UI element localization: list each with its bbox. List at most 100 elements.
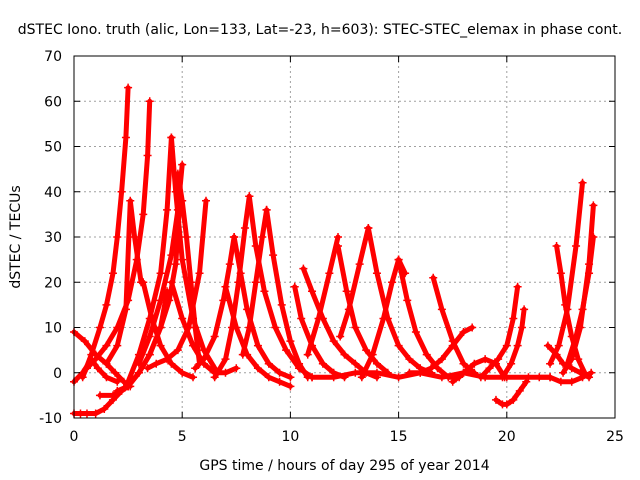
plus-marker: [245, 323, 254, 332]
plus-marker: [318, 359, 327, 368]
plus-marker: [379, 314, 388, 323]
plus-marker: [286, 373, 295, 382]
plus-marker: [91, 409, 100, 418]
plus-marker: [91, 355, 100, 364]
plus-marker: [394, 255, 403, 264]
plus-marker: [351, 359, 360, 368]
plus-marker: [329, 373, 338, 382]
series-arc-u: [262, 205, 312, 382]
plus-marker: [559, 368, 568, 377]
plus-marker: [134, 359, 143, 368]
plus-marker: [308, 287, 317, 296]
plus-marker: [130, 233, 139, 241]
plus-marker: [178, 160, 187, 169]
plus-marker: [297, 314, 306, 323]
plus-marker: [520, 305, 529, 314]
plus-marker: [102, 359, 111, 368]
y-tick-label: 40: [44, 185, 62, 201]
plus-marker: [563, 305, 572, 314]
plus-marker: [585, 373, 594, 382]
plus-marker: [308, 373, 317, 382]
plus-marker: [388, 278, 397, 287]
plus-marker: [556, 377, 565, 386]
plus-marker: [134, 368, 143, 377]
plus-marker: [171, 260, 180, 269]
plus-marker: [494, 355, 503, 364]
plus-marker: [509, 314, 518, 323]
plus-marker: [163, 205, 172, 214]
plus-marker: [515, 386, 524, 395]
y-tick-label: -10: [39, 411, 62, 427]
plus-marker: [139, 278, 148, 287]
plus-marker: [78, 373, 87, 382]
series-arc-an: [546, 178, 587, 368]
plus-marker: [303, 350, 312, 359]
plus-marker: [552, 242, 561, 251]
plus-marker: [336, 332, 345, 341]
plus-marker: [372, 269, 381, 278]
series-arc-d: [78, 83, 133, 382]
plus-marker: [264, 373, 273, 382]
plus-marker: [111, 368, 120, 377]
plus-marker: [82, 409, 91, 418]
plus-marker: [498, 373, 507, 382]
plus-marker: [221, 355, 230, 364]
y-tick-label: 50: [44, 140, 62, 156]
plus-marker: [102, 300, 111, 309]
plus-marker: [522, 377, 531, 386]
plus-marker: [372, 359, 381, 368]
plus-marker: [100, 404, 109, 413]
series-line: [564, 234, 596, 367]
plus-marker: [191, 364, 200, 373]
plus-marker: [262, 205, 271, 214]
y-tick-label: 10: [44, 321, 62, 337]
plus-marker: [147, 314, 156, 323]
plus-marker: [189, 373, 198, 382]
series-line: [212, 193, 252, 380]
plus-marker: [145, 97, 154, 106]
plus-marker: [253, 364, 262, 373]
x-tick-label: 10: [281, 429, 299, 445]
plus-marker: [143, 151, 152, 160]
plus-marker: [121, 305, 130, 314]
series-line: [264, 207, 311, 380]
plus-marker: [459, 368, 468, 377]
plus-marker: [344, 305, 353, 314]
plus-marker: [178, 196, 187, 205]
plus-marker: [210, 373, 219, 382]
series-line: [450, 356, 508, 385]
plus-marker: [422, 350, 431, 359]
plus-marker: [502, 341, 511, 350]
series-line: [365, 225, 434, 376]
plus-marker: [459, 359, 468, 368]
plus-marker: [178, 314, 187, 323]
plus-marker: [245, 192, 254, 201]
y-tick-label: 30: [44, 230, 62, 246]
plus-marker: [182, 233, 191, 241]
series-line: [192, 234, 237, 371]
plus-marker: [251, 278, 260, 287]
ticks: 0 5 10 15 20 25 -10 0 10 20 30 40 50 60 70: [39, 49, 624, 445]
plus-marker: [143, 364, 152, 373]
plus-marker: [173, 169, 182, 178]
plus-marker: [342, 287, 351, 296]
plus-marker: [139, 210, 148, 219]
plus-marker: [559, 359, 568, 368]
x-tick-label: 5: [178, 429, 187, 445]
x-axis-label: GPS time / hours of day 295 of year 2014: [199, 458, 489, 474]
plus-marker: [546, 359, 555, 368]
plus-marker: [189, 341, 198, 350]
plus-marker: [513, 341, 522, 350]
plus-marker: [271, 323, 280, 332]
plus-marker: [567, 377, 576, 386]
series-arc-l: [173, 169, 204, 368]
plus-marker: [95, 323, 104, 332]
plus-marker: [437, 305, 446, 314]
plus-marker: [517, 323, 526, 332]
plus-marker: [299, 264, 308, 273]
plus-marker: [364, 223, 373, 232]
series-arc-ak: [498, 305, 529, 382]
x-tick-label: 25: [606, 429, 624, 445]
plus-marker: [585, 269, 594, 278]
plus-marker: [403, 296, 412, 305]
